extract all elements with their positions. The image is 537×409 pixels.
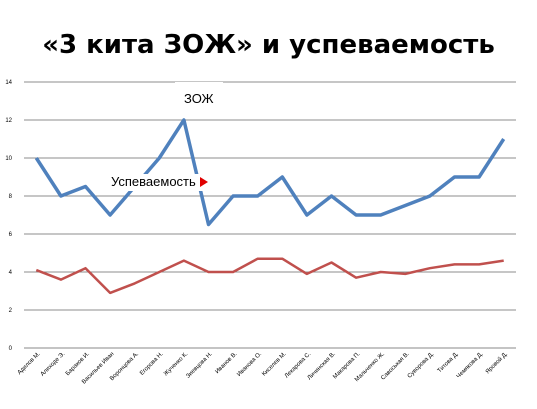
- x-tick-label: Киселев М.: [261, 351, 288, 378]
- series-lines: [34, 118, 506, 295]
- y-tick-label: 14: [5, 80, 12, 86]
- series-label-uspevaemost: Успеваемость: [108, 174, 209, 191]
- y-tick-label: 4: [9, 270, 13, 276]
- y-tick-label: 0: [9, 346, 13, 352]
- x-tick-label: Адилов М.: [17, 351, 42, 376]
- x-tick-label: Бараков И.: [65, 351, 91, 377]
- y-tick-label: 8: [9, 194, 13, 200]
- gridlines: [24, 81, 516, 349]
- y-tick-label: 12: [5, 118, 12, 124]
- x-tick-label: Егорова Н.: [139, 351, 165, 377]
- x-tick-labels: Адилов М.Алиходе Э.Бараков И.Васильев Ив…: [17, 350, 510, 385]
- page-title: «3 кита ЗОЖ» и успеваемость: [42, 30, 495, 60]
- y-tick-label: 10: [5, 156, 12, 162]
- series-line-zozh: [34, 118, 506, 227]
- series-label-zozh-text: ЗОЖ: [184, 91, 214, 106]
- y-tick-label: 6: [9, 232, 13, 238]
- x-tick-label: Жученко К.: [163, 351, 189, 377]
- x-tick-label: Яровой Д.: [484, 350, 509, 375]
- x-tick-label: Титова Д.: [437, 351, 460, 374]
- x-tick-label: Чемякова Д.: [456, 351, 485, 380]
- y-tick-label: 2: [9, 308, 13, 314]
- x-tick-label: Иванова О.: [236, 351, 263, 378]
- x-tick-label: Иванов В.: [215, 351, 239, 375]
- series-line-uspevaemost: [35, 257, 504, 295]
- series-label-uspevaemost-text: Успеваемость: [111, 174, 196, 189]
- y-tick-labels: 0 2 4 6 8 10 12 14: [5, 80, 12, 352]
- red-arrow-icon: [200, 177, 208, 187]
- x-tick-label: Зиевцова Н.: [185, 351, 214, 380]
- x-tick-label: Алиходе Э.: [40, 351, 67, 378]
- series-label-zozh: ЗОЖ: [175, 82, 223, 108]
- x-tick-label: Суворова Д.: [407, 351, 436, 380]
